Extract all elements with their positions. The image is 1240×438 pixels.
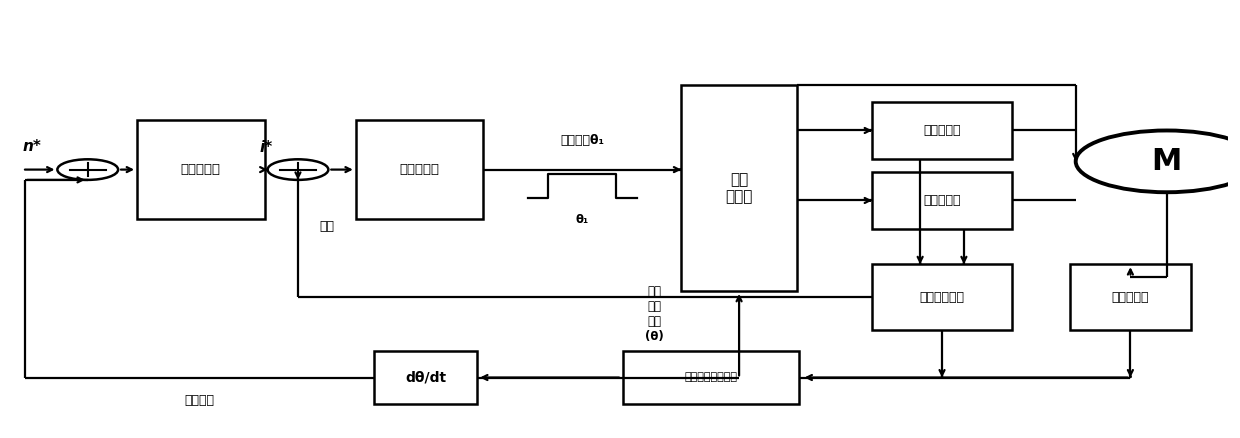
Text: 母线电流重构: 母线电流重构: [920, 291, 965, 304]
Text: 电机转速: 电机转速: [185, 394, 215, 407]
Text: 转子
连续
位置
(θ): 转子 连续 位置 (θ): [645, 285, 663, 343]
Bar: [622, 351, 800, 404]
Bar: [136, 120, 264, 219]
Text: 电流: 电流: [320, 220, 335, 233]
Bar: [872, 264, 1012, 330]
Bar: [681, 85, 797, 291]
Text: M: M: [1152, 147, 1182, 176]
Bar: [872, 172, 1012, 229]
Text: 电流传感器: 电流传感器: [924, 124, 961, 137]
Text: 电流传感器: 电流传感器: [924, 194, 961, 207]
Text: 连续位置计算单元: 连续位置计算单元: [684, 372, 738, 382]
Text: 三相
逆变桥: 三相 逆变桥: [725, 172, 753, 204]
Bar: [1070, 264, 1192, 330]
Text: 转速调节器: 转速调节器: [181, 163, 221, 176]
Text: 位置传感器: 位置传感器: [1111, 291, 1149, 304]
Bar: [374, 351, 477, 404]
Text: dθ/dt: dθ/dt: [405, 371, 446, 385]
Text: 电流调节器: 电流调节器: [399, 163, 439, 176]
Text: i*: i*: [259, 140, 273, 155]
Text: n*: n*: [22, 139, 41, 154]
Text: θ₁: θ₁: [575, 213, 589, 226]
Bar: [356, 120, 484, 219]
Text: 导通周期θ₁: 导通周期θ₁: [560, 134, 604, 147]
Bar: [872, 102, 1012, 159]
